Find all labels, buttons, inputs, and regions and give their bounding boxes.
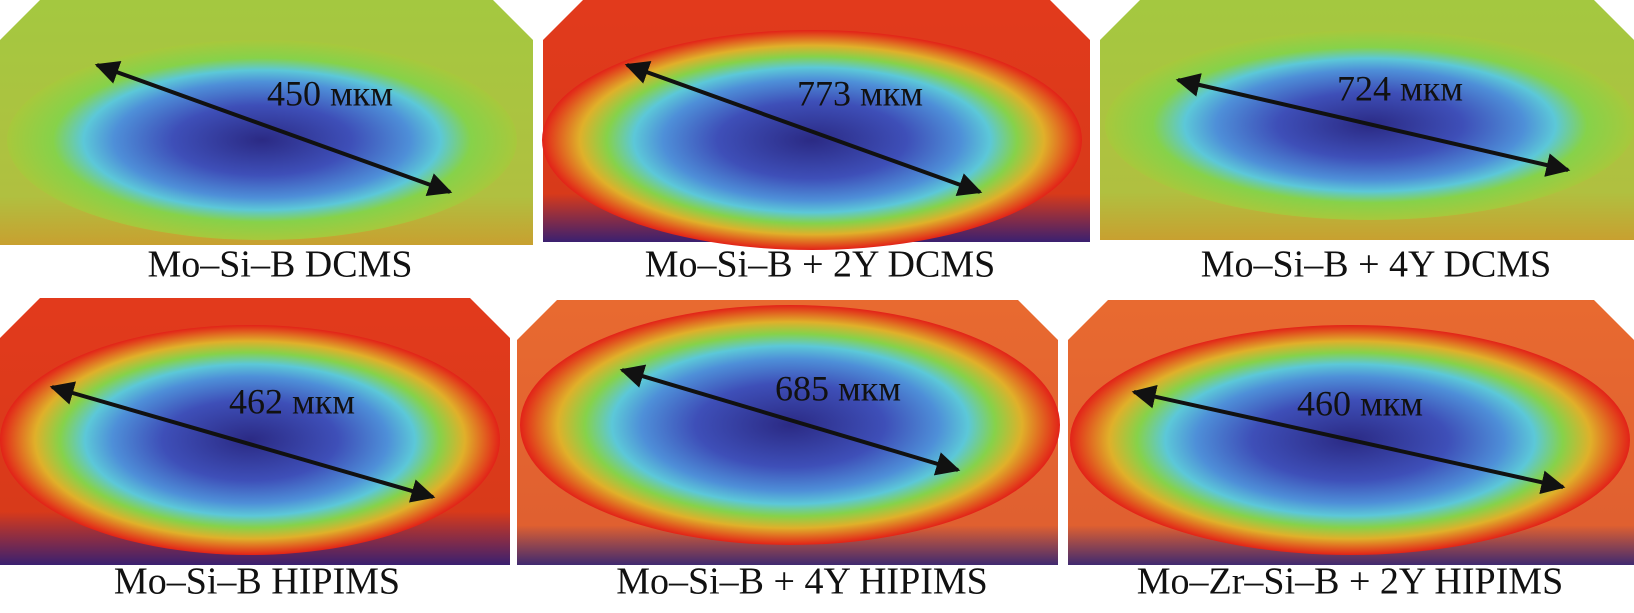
diameter-arrow xyxy=(1131,384,1566,495)
crater xyxy=(7,40,517,240)
measurement: 450 мкм xyxy=(267,73,393,113)
caption: Mo–Si–B DCMS xyxy=(147,244,412,286)
diameter-arrow xyxy=(619,364,961,476)
crater xyxy=(520,305,1060,545)
measurement: 460 мкм xyxy=(1297,383,1423,423)
diameter-arrow xyxy=(624,61,983,196)
panel: 685 мкм Mo–Si–B + 4Y HIPIMS xyxy=(517,300,1060,603)
diameter-arrow xyxy=(94,61,453,196)
diameter-arrow xyxy=(49,381,436,503)
measurement: 773 мкм xyxy=(797,73,923,113)
crater xyxy=(0,325,500,555)
caption: Mo–Si–B HIPIMS xyxy=(114,561,400,603)
crater xyxy=(542,30,1082,250)
diameter-arrow xyxy=(1175,73,1571,177)
measurement: 685 мкм xyxy=(775,368,901,408)
panel: 450 мкм Mo–Si–B DCMS xyxy=(0,0,533,286)
caption: Mo–Si–B + 4Y DCMS xyxy=(1201,244,1552,286)
measurement: 462 мкм xyxy=(229,381,355,421)
measurement: 724 мкм xyxy=(1337,68,1463,108)
caption: Mo–Si–B + 2Y DCMS xyxy=(645,244,996,286)
caption: Mo–Si–B + 4Y HIPIMS xyxy=(616,561,988,603)
caption: Mo–Zr–Si–B + 2Y HIPIMS xyxy=(1137,561,1563,603)
panel: 462 мкм Mo–Si–B HIPIMS xyxy=(0,298,510,603)
panel: 773 мкм Mo–Si–B + 2Y DCMS xyxy=(542,0,1090,286)
panel: 724 мкм Mo–Si–B + 4Y DCMS xyxy=(1100,0,1634,286)
panel: 460 мкм Mo–Zr–Si–B + 2Y HIPIMS xyxy=(1068,300,1634,603)
